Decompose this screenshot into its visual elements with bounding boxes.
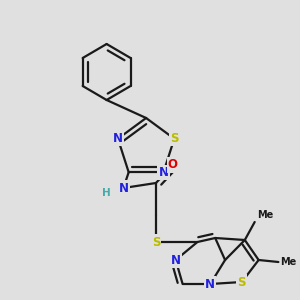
Text: N: N	[118, 182, 128, 194]
Text: S: S	[152, 236, 160, 248]
Text: O: O	[168, 158, 178, 172]
Text: N: N	[205, 278, 215, 290]
Text: H: H	[102, 188, 111, 198]
Text: S: S	[170, 132, 178, 145]
Text: N: N	[113, 132, 123, 145]
Text: N: N	[171, 254, 181, 266]
Text: Me: Me	[280, 257, 297, 267]
Text: Me: Me	[257, 210, 273, 220]
Text: N: N	[158, 166, 169, 179]
Text: S: S	[238, 275, 246, 289]
